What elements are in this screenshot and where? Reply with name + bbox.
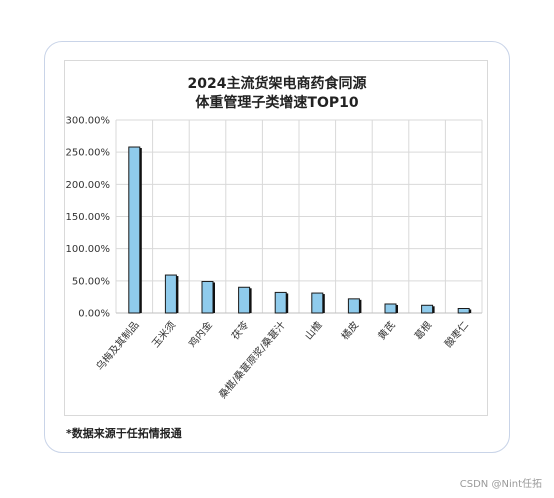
bar-shadow [213, 282, 215, 313]
y-tick-label: 250.00% [66, 148, 111, 159]
bar-shadow [396, 304, 398, 313]
bar-shadow [359, 299, 362, 313]
data-source-note: *数据来源于任拓情报通 [66, 427, 182, 440]
bar-shadow [432, 306, 435, 313]
x-category-label: 鸡内金 [186, 319, 215, 350]
x-category-label: 茯苓 [229, 319, 252, 343]
y-axis-ticks: 0.00% 50.00% 100.00% 150.00% 200.00% 250.00% 3… [66, 116, 111, 320]
bar [311, 292, 324, 314]
chart-title-line-2: 体重管理子类增速TOP10 [195, 94, 358, 111]
bar [164, 274, 177, 314]
y-tick-label: 50.00% [72, 276, 110, 287]
bar [457, 307, 470, 314]
bars [128, 146, 472, 314]
bar [238, 286, 251, 314]
x-category-label: 玉米须 [149, 319, 178, 350]
x-category-label: 黄芪 [375, 319, 398, 343]
x-category-label: 葛根 [412, 319, 435, 343]
bar-shadow [286, 293, 289, 313]
x-category-label: 桑椹/桑葚原浆/桑葚汁 [216, 319, 288, 401]
x-category-label: 橘皮 [338, 319, 361, 343]
bar-shadow [322, 294, 325, 313]
bar [128, 146, 141, 314]
y-tick-label: 150.00% [66, 212, 111, 223]
y-tick-label: 200.00% [66, 180, 111, 191]
bar-shadow [249, 288, 252, 313]
chart-title-line-1: 2024主流货架电商药食同源 [188, 75, 367, 92]
y-tick-label: 100.00% [66, 244, 111, 255]
bar-shadow [139, 148, 142, 313]
bar-shadow [176, 276, 179, 313]
x-category-label: 乌梅及其制品 [93, 319, 142, 373]
bar [347, 298, 360, 314]
bar [384, 303, 397, 314]
y-tick-label: 300.00% [66, 116, 111, 127]
bar [201, 280, 214, 314]
bar [274, 291, 287, 314]
x-category-label: 山楂 [302, 319, 325, 343]
gridlines [115, 119, 483, 314]
x-category-label: 酸枣仁 [442, 319, 471, 350]
bar [421, 304, 434, 314]
y-tick-label: 0.00% [78, 309, 110, 320]
bar-shadow [469, 309, 472, 313]
watermark: CSDN @Nint任拓 [459, 479, 542, 490]
